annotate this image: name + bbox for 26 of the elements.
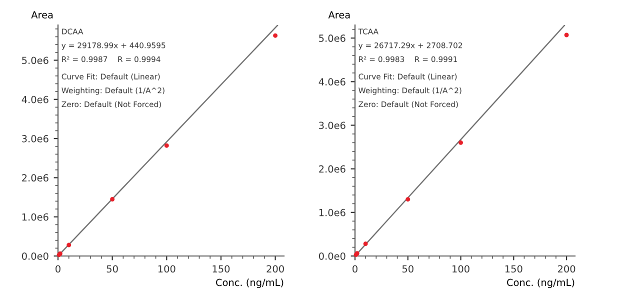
y-tick-label: 5.0e6: [319, 34, 346, 42]
y-tick-label: 2.0e6: [319, 165, 346, 173]
x-tick-label: 0: [352, 265, 358, 273]
y-tick-label: 2.0e6: [22, 174, 48, 182]
x-tick-label: 200: [558, 265, 576, 273]
y-tick-label: 1.0e6: [319, 208, 346, 216]
y-tick-label: 0.0e0: [318, 252, 346, 260]
y-tick-label: 4.0e6: [22, 96, 48, 104]
x-tick-label: 150: [505, 265, 522, 273]
x-tick-label: 100: [452, 265, 470, 273]
x-axis-title: Conc. (ng/mL): [216, 278, 284, 288]
y-tick-label: 5.0e6: [22, 56, 48, 64]
x-tick-label: 50: [106, 265, 118, 273]
y-tick-label: 0.0e0: [22, 252, 48, 260]
y-tick-label: 3.0e6: [22, 135, 48, 142]
x-tick-label: 200: [266, 265, 284, 273]
y-tick-label: 3.0e6: [319, 122, 346, 130]
y-axis-title: Area: [31, 11, 53, 18]
y-tick-label: 4.0e6: [318, 78, 346, 86]
x-tick-label: 100: [158, 265, 176, 273]
y-axis-title: Area: [328, 11, 350, 18]
x-tick-label: 0: [56, 265, 60, 273]
x-tick-label: 150: [212, 265, 230, 273]
y-tick-label: 1.0e6: [22, 213, 48, 221]
x-tick-label: 50: [402, 265, 414, 273]
x-axis-title: Conc. (ng/mL): [507, 278, 574, 288]
